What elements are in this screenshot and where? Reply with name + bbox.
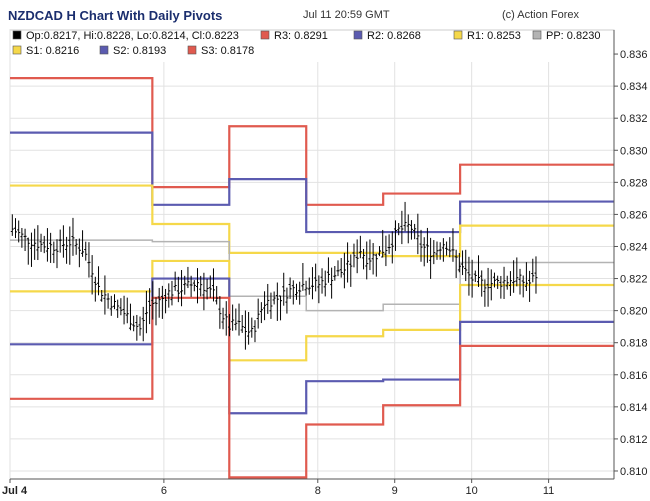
chart-timestamp: Jul 11 20:59 GMT bbox=[303, 9, 390, 21]
x-tick-label: 6 bbox=[161, 485, 167, 497]
legend-box bbox=[11, 31, 613, 62]
y-tick-label: 0.812 bbox=[620, 434, 648, 446]
y-tick-label: 0.816 bbox=[620, 370, 648, 382]
legend-label-r2: R2: 0.8268 bbox=[367, 30, 421, 42]
y-tick-label: 0.834 bbox=[620, 81, 648, 93]
legend-swatch-s1 bbox=[12, 45, 22, 55]
legend-label-r3: R3: 0.8291 bbox=[274, 30, 328, 42]
legend-label-s2: S2: 0.8193 bbox=[113, 45, 166, 57]
y-tick-label: 0.818 bbox=[620, 338, 648, 350]
legend-swatch-r3 bbox=[260, 30, 270, 40]
legend-swatch-pp bbox=[532, 30, 542, 40]
chart-header: NZDCAD H Chart With Daily Pivots Jul 11 … bbox=[0, 0, 650, 30]
legend-swatch-r1 bbox=[453, 30, 463, 40]
chart-title: NZDCAD H Chart With Daily Pivots bbox=[8, 8, 223, 23]
x-tick-label: 8 bbox=[315, 485, 321, 497]
y-tick-label: 0.828 bbox=[620, 177, 648, 189]
x-tick-label: Jul 4 bbox=[2, 485, 28, 497]
legend-swatch-s2 bbox=[99, 45, 109, 55]
y-tick-label: 0.814 bbox=[620, 402, 648, 414]
pivot-line-r2 bbox=[10, 131, 614, 234]
y-tick-label: 0.820 bbox=[620, 306, 648, 318]
y-tick-label: 0.824 bbox=[620, 241, 648, 253]
y-tick-label: 0.830 bbox=[620, 145, 648, 157]
x-tick-label: 9 bbox=[392, 485, 398, 497]
legend-swatch-ohlc bbox=[12, 30, 22, 40]
legend-swatch-r2 bbox=[353, 30, 363, 40]
legend-swatch-s3 bbox=[187, 45, 197, 55]
pivot-line-r1 bbox=[10, 184, 614, 258]
legend-label-r1: R1: 0.8253 bbox=[467, 30, 521, 42]
y-tick-label: 0.822 bbox=[620, 274, 648, 286]
plot-area bbox=[9, 29, 615, 480]
legend-label-s1: S1: 0.8216 bbox=[26, 45, 79, 57]
y-tick-label: 0.826 bbox=[620, 209, 648, 221]
y-tick-label: 0.836 bbox=[620, 49, 648, 61]
y-tick-label: 0.810 bbox=[620, 466, 648, 478]
legend-label-pp: PP: 0.8230 bbox=[546, 30, 600, 42]
y-tick-label: 0.832 bbox=[620, 113, 648, 125]
legend-label-s3: S3: 0.8178 bbox=[201, 45, 254, 57]
chart-copyright: (c) Action Forex bbox=[502, 9, 580, 21]
x-tick-label: 11 bbox=[543, 485, 554, 497]
legend-label-ohlc: Op:0.8217, Hi:0.8228, Lo:0.8214, Cl:0.82… bbox=[26, 30, 239, 42]
x-tick-label: 10 bbox=[466, 485, 478, 497]
